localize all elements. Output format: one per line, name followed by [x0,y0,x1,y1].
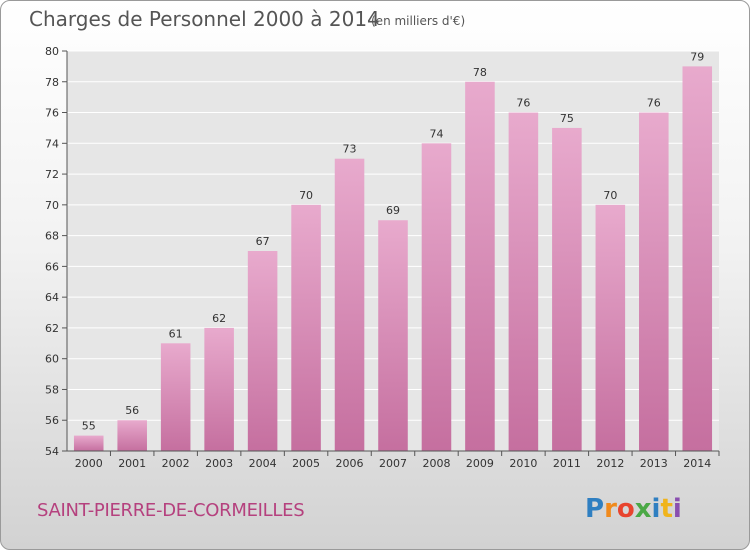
bar [247,251,278,451]
x-tick-label: 2009 [466,457,494,470]
x-tick-label: 2006 [336,457,364,470]
x-tick-label: 2001 [118,457,146,470]
bar-value-label: 76 [647,97,661,110]
y-tick-label: 58 [45,383,59,396]
y-tick-label: 62 [45,322,59,335]
bar-value-label: 73 [343,143,357,156]
bar-value-label: 61 [169,327,183,340]
y-tick-label: 64 [45,291,59,304]
x-tick-label: 2012 [596,457,624,470]
x-tick-label: 2004 [249,457,277,470]
x-tick-label: 2002 [162,457,190,470]
y-tick-label: 60 [45,353,59,366]
y-tick-label: 76 [45,107,59,120]
x-tick-label: 2014 [683,457,711,470]
bar-value-label: 70 [603,189,617,202]
bar-value-label: 67 [256,235,270,248]
x-tick-label: 2013 [640,457,668,470]
x-tick-label: 2010 [509,457,537,470]
x-tick-label: 2011 [553,457,581,470]
bar [291,204,321,451]
bar [465,81,495,452]
y-axis: 54 56 58 60 62 64 66 68 70 72 74 76 78 80 [45,45,68,458]
chart-subtitle: (en milliers d'€) [371,14,465,28]
logo-letter: P [585,494,604,524]
x-tick-label: 2005 [292,457,320,470]
bar [421,143,452,452]
x-tick-label: 2007 [379,457,407,470]
chart-title: Charges de Personnel 2000 à 2014 [29,7,380,31]
x-axis: 2000 2001 2002 2003 2004 2005 2006 2007 2008 2009… [67,450,720,470]
bar [334,158,365,451]
x-tick-label: 2008 [422,457,450,470]
x-tick-label: 2003 [205,457,233,470]
y-tick-label: 54 [45,445,59,458]
bar [204,327,234,451]
location-name: SAINT-PIERRE-DE-CORMEILLES [37,500,304,521]
logo-letter: o [617,494,635,524]
bar-value-label: 70 [299,189,313,202]
bar [508,112,539,452]
y-tick-label: 80 [45,45,59,58]
bar-value-label: 75 [560,112,574,125]
logo-letter: x [635,494,652,524]
bar [595,204,626,451]
bar-value-label: 69 [386,204,400,217]
bar-value-label: 79 [690,50,704,63]
bar [117,420,147,451]
logo-letter: i [652,494,661,524]
y-tick-label: 72 [45,168,59,181]
y-tick-label: 66 [45,260,59,273]
bar [639,112,669,452]
y-tick-label: 78 [45,76,59,89]
logo-letter: r [604,494,617,524]
logo-letter: i [673,494,682,524]
y-tick-label: 68 [45,230,59,243]
y-tick-label: 70 [45,199,59,212]
y-tick-label: 74 [45,137,59,150]
bar-value-label: 62 [212,312,226,325]
logo-letter: t [660,494,672,524]
bar [682,66,713,451]
x-tick-label: 2000 [75,457,103,470]
bar [160,343,191,451]
bar-value-label: 76 [516,97,530,110]
bar-value-label: 56 [125,404,139,417]
bar [73,435,104,451]
bar-value-label: 55 [82,420,96,433]
bars: 55 56 61 62 67 70 73 69 74 78 76 75 70 76 79 [73,50,713,452]
bar [378,220,408,451]
bar [552,127,582,451]
bar-value-label: 78 [473,66,487,79]
bar-value-label: 74 [429,127,443,140]
y-tick-label: 56 [45,414,59,427]
proxiti-logo: Proxiti [585,494,682,524]
